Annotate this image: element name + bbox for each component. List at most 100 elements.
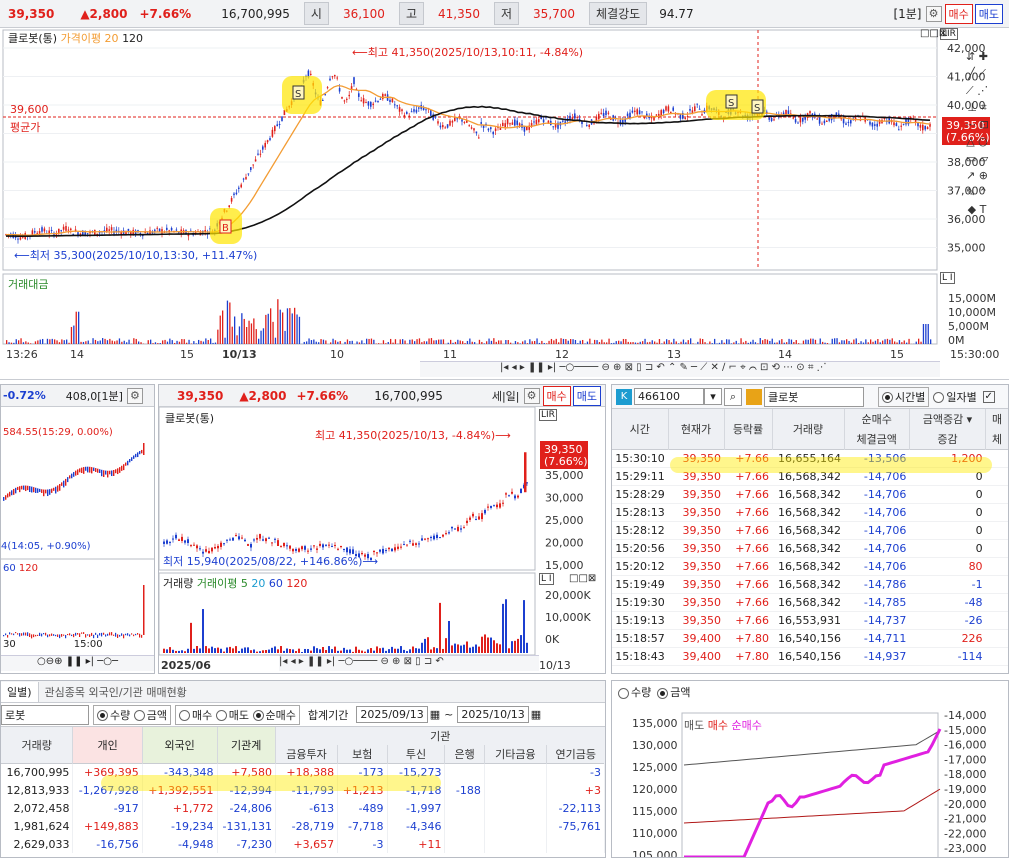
daily-volume-bar	[352, 651, 354, 653]
mini-candle	[17, 486, 19, 490]
daily-toolbar[interactable]: |◂ ◂ ▸ ❚❚ ▸| ─○──── ⊖ ⊕ ⊠ ▯ ⊐ ↶	[279, 655, 539, 671]
candle	[492, 131, 494, 135]
buy-button[interactable]: 매수	[944, 3, 973, 24]
trade-type-radio-group[interactable]: 매수 매도 순매수	[175, 704, 300, 725]
amt-radio[interactable]: 금액	[657, 684, 691, 700]
calendar-icon[interactable]: ▦	[429, 708, 441, 721]
search-icon[interactable]: ⌕	[724, 387, 742, 406]
mini-volume-bar	[97, 634, 99, 638]
investor-row[interactable]: 12,813,933 -1,267,928 +1,392,551 -12,394 -11…	[1, 781, 605, 799]
daily-volume-mode-icon[interactable]: L I	[539, 573, 554, 585]
drawing-tools[interactable]: ⇵ ✚ ╱ ⟋ ⟋ ⋰ ⊥ ⌗ ⋯ ⊡ △ ○ ▭ ▱ ↗ ⊕ ✎ ⌃ ◆ T	[965, 50, 989, 216]
investor-row[interactable]: 16,700,995 +369,395 -343,348 +7,580 +18,388-…	[1, 763, 605, 781]
daily-volume-bar	[331, 649, 333, 653]
daily-volume-bar	[445, 638, 447, 653]
tick-row[interactable]: 15:18:43 39,400 +7.80 16,540,156 -14,937 -114	[612, 647, 1008, 665]
open-price: 36,100	[342, 6, 385, 21]
daily-mode-icon[interactable]: LIR	[539, 409, 557, 421]
tab-daily[interactable]: 일별)	[1, 681, 39, 702]
folder-icon[interactable]	[746, 388, 762, 405]
mini-volume-bar	[133, 634, 135, 637]
volume-bar	[133, 338, 135, 344]
tick-row[interactable]: 15:18:57 39,400 +7.80 16,540,156 -14,711 226	[612, 629, 1008, 647]
chart-mode-icon[interactable]: LIR	[940, 28, 958, 40]
tick-cell: 15:20:56	[615, 541, 665, 555]
investor-row[interactable]: 2,072,458 -917 +1,772 -24,806 -613 -489 -1,997…	[1, 799, 605, 817]
candle	[154, 229, 156, 232]
daily-candle	[226, 539, 228, 541]
daily-sell-button[interactable]: 매도	[572, 385, 601, 406]
volume-bar	[222, 310, 224, 344]
code-dropdown-icon[interactable]: ▾	[704, 388, 722, 405]
sell-signal-icon[interactable]	[725, 94, 738, 109]
sell-signal-label: S	[728, 98, 734, 109]
date-from-input[interactable]: 2025/09/13	[356, 706, 428, 723]
sell-button[interactable]: 매도	[974, 3, 1003, 24]
volume-bar	[860, 341, 862, 344]
volume-bar	[846, 339, 848, 344]
mini-volume-bar	[127, 633, 129, 636]
volume-mode-icon[interactable]: L I	[940, 272, 955, 284]
investor-cell: -173	[337, 763, 388, 781]
gear-icon[interactable]: ⚙	[126, 387, 143, 404]
calendar-icon[interactable]: ▦	[530, 708, 542, 721]
daily-window-controls[interactable]: □□⊠	[569, 573, 597, 584]
tick-row[interactable]: 15:20:56 39,350 +7.66 16,568,342 -14,706 0	[612, 539, 1008, 557]
tick-row[interactable]: 15:28:12 39,350 +7.66 16,568,342 -14,706 0	[612, 521, 1008, 539]
daily-volume-bar	[181, 650, 183, 653]
investor-cell: -343,348	[142, 763, 218, 781]
gear-icon[interactable]: ⚙	[925, 5, 942, 22]
daily-volume-bar	[193, 648, 195, 653]
time-mode-radio[interactable]: 시간별	[878, 386, 930, 407]
interval-selector[interactable]: [1분]	[893, 7, 922, 21]
gear-icon[interactable]: ⚙	[523, 387, 540, 404]
option-checkbox[interactable]: ✓	[982, 390, 995, 403]
mini-volume-bar	[107, 633, 109, 636]
cum-left-tick: 135,000	[632, 717, 678, 730]
date-to-input[interactable]: 2025/10/13	[457, 706, 529, 723]
daily-price-tag-pct: (7.66%)	[544, 455, 588, 468]
daily-period-selector[interactable]: 세|일|	[491, 389, 520, 403]
candle	[362, 98, 365, 104]
daily-volume-bar	[457, 644, 459, 653]
sell-signal-icon[interactable]	[292, 85, 305, 100]
daily-volume-bar	[265, 650, 267, 653]
tick-row[interactable]: 15:28:13 39,350 +7.66 16,568,342 -14,706 0	[612, 503, 1008, 521]
candle	[432, 114, 434, 120]
window-controls-icon[interactable]: □□⊠	[920, 28, 948, 39]
daily-chart[interactable]: 35,000 30,000 25,000 20,000 15,000 20,000K 10…	[159, 407, 605, 673]
tick-row[interactable]: 15:28:29 39,350 +7.66 16,568,342 -14,706 0	[612, 485, 1008, 503]
daily-candle	[295, 548, 297, 551]
stock-code-input[interactable]: 466100	[634, 388, 704, 405]
intraday-chart[interactable]: 42,00041,00040,00039,00038,00037,00036,0…	[0, 28, 1009, 380]
chart-scroll-toolbar[interactable]: |◂ ◂ ▸ ❚❚ ▸| ─○──── ⊖ ⊕ ⊠ ▯ ⊐ ↶ ⌃ ✎ ─ ⟋ …	[420, 361, 940, 377]
qty-radio[interactable]: 수량	[618, 684, 651, 700]
buy-signal-icon[interactable]	[219, 219, 232, 234]
daily-buy-button[interactable]: 매수	[542, 385, 571, 406]
mini-toolbar[interactable]: ○⊖⊕ ❚❚ ▸| ─○─	[1, 655, 154, 671]
candle	[449, 120, 451, 126]
mini-chart[interactable]	[1, 407, 154, 652]
tick-row[interactable]: 15:29:11 39,350 +7.66 16,568,342 -14,706 0	[612, 467, 1008, 485]
candle	[518, 123, 521, 126]
buy-signal-label: B	[222, 223, 229, 234]
volume-bar	[248, 320, 250, 344]
tick-row[interactable]: 15:30:10 39,350 +7.66 16,655,164 -13,506 1,20…	[612, 449, 1008, 467]
cumulative-chart[interactable]: 135,000 130,000 125,000 120,000 115,000 110,0…	[612, 705, 1008, 858]
daily-candle	[187, 539, 189, 543]
investor-row[interactable]: 2,629,033 -16,756 -4,948 -7,230 +3,657 -3 +11	[1, 835, 605, 853]
daily-candle	[394, 547, 396, 551]
tick-row[interactable]: 15:19:30 39,350 +7.66 16,568,342 -14,785 -48	[612, 593, 1008, 611]
tick-row[interactable]: 15:19:13 39,350 +7.66 16,553,931 -14,737 -26	[612, 611, 1008, 629]
qty-amt-radio-group[interactable]: 수량 금액	[93, 704, 171, 725]
sell-signal-icon[interactable]	[751, 99, 764, 114]
candle	[134, 230, 137, 236]
day-mode-radio[interactable]: 일자별	[933, 389, 977, 405]
investor-row[interactable]: 1,981,624 +149,883 -19,234 -131,131 -28,719-…	[1, 817, 605, 835]
sub-select[interactable]: 금액증감 ▾	[909, 409, 987, 429]
tab-watchlist[interactable]: 관심종목 외국인/기관 매매현황	[44, 685, 187, 699]
volume-bar	[433, 340, 435, 344]
daily-volume-bar	[253, 649, 255, 653]
tick-row[interactable]: 15:19:49 39,350 +7.66 16,568,342 -14,786 -1	[612, 575, 1008, 593]
tick-row[interactable]: 15:20:12 39,350 +7.66 16,568,342 -14,706 80	[612, 557, 1008, 575]
